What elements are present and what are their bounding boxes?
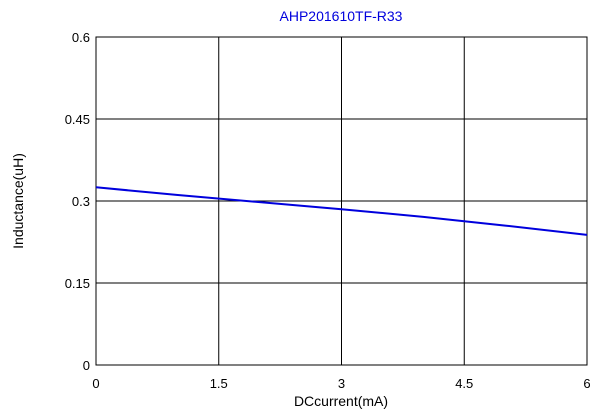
y-tick-label: 0.45	[65, 112, 90, 127]
x-tick-labels: 0 1.5 3 4.5 6	[92, 376, 590, 391]
x-tick-label: 4.5	[455, 376, 473, 391]
x-tick-label: 6	[583, 376, 590, 391]
chart-title: AHP201610TF-R33	[280, 8, 403, 24]
y-tick-label: 0.3	[72, 194, 90, 209]
y-tick-labels: 0 0.15 0.3 0.45 0.6	[65, 30, 90, 373]
y-tick-label: 0.6	[72, 30, 90, 45]
x-tick-label: 0	[92, 376, 99, 391]
y-tick-label: 0	[83, 358, 90, 373]
grid	[96, 37, 587, 365]
x-tick-label: 3	[338, 376, 345, 391]
x-tick-label: 1.5	[210, 376, 228, 391]
y-tick-label: 0.15	[65, 276, 90, 291]
x-axis-label: DCcurrent(mA)	[294, 393, 388, 409]
y-axis-label: Inductance(uH)	[10, 153, 26, 249]
